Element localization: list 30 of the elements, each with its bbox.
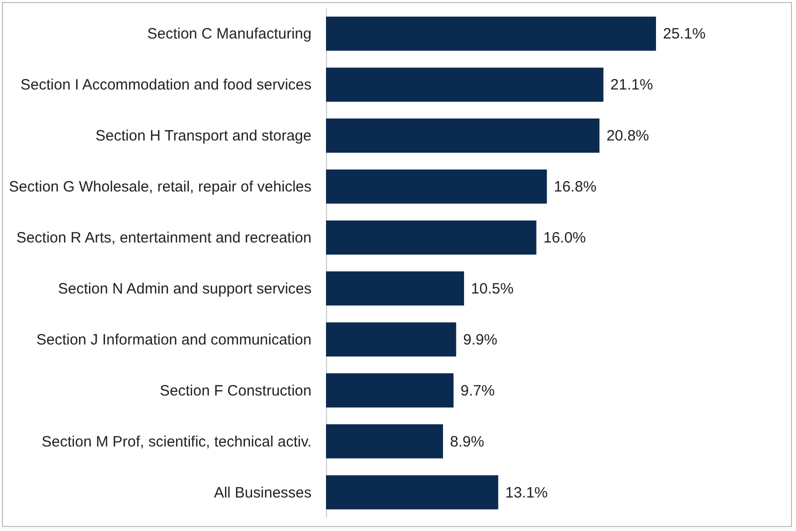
data-label: 9.7% <box>460 382 495 400</box>
data-label: 16.8% <box>554 178 596 196</box>
y-tick-label: All Businesses <box>214 484 312 502</box>
y-tick-label: Section I Accommodation and food services <box>20 76 312 94</box>
y-tick-label: Section M Prof, scientific, technical activ. <box>42 433 312 450</box>
y-tick-label: Section R Arts, entertainment and recreation <box>16 230 312 247</box>
bar <box>326 170 547 204</box>
data-label: 10.5% <box>471 280 514 298</box>
bar <box>326 424 444 458</box>
bar <box>326 68 604 102</box>
bar <box>326 220 536 255</box>
bar <box>326 271 464 306</box>
data-label: 20.8% <box>606 128 650 145</box>
bar <box>326 373 454 408</box>
data-label: 25.1% <box>663 26 706 43</box>
y-tick-label: Section H Transport and storage <box>96 128 312 145</box>
data-label: 21.1% <box>610 76 653 94</box>
data-label: 16.0% <box>543 230 586 247</box>
data-label: 9.9% <box>463 331 498 348</box>
y-tick-label: Section F Construction <box>160 382 312 400</box>
bar <box>326 118 600 153</box>
y-tick-label: Section J Information and communication <box>36 331 312 348</box>
bar <box>326 475 498 510</box>
y-tick-label: Section N Admin and support services <box>58 280 312 298</box>
data-label: 8.9% <box>450 433 484 450</box>
bar <box>326 16 656 51</box>
y-tick-label: Section G Wholesale, retail, repair of vehicles <box>8 178 312 196</box>
y-tick-label: Section C Manufacturing <box>147 26 312 43</box>
data-label: 13.1% <box>505 484 548 502</box>
bar <box>326 322 456 356</box>
